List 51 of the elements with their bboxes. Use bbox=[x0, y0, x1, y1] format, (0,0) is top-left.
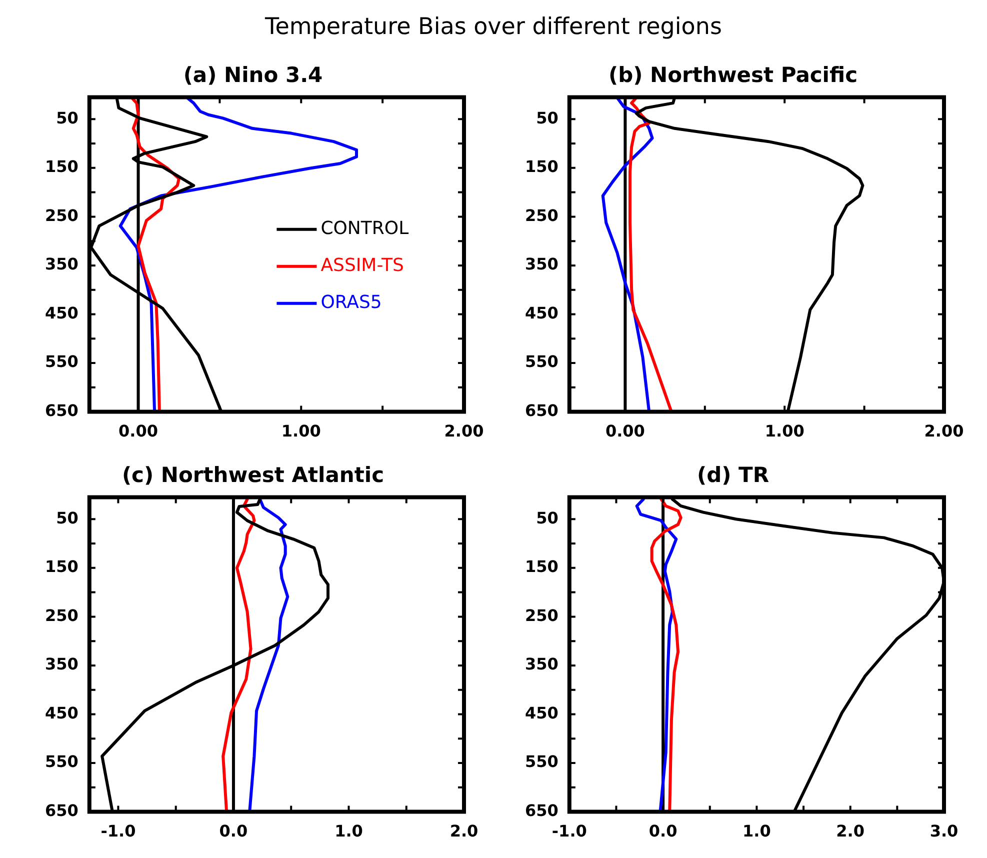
y-tick-label: 650 bbox=[524, 400, 558, 420]
y-tick-label: 550 bbox=[524, 352, 558, 372]
y-tick-label: 250 bbox=[524, 206, 558, 225]
y-tick-label: 650 bbox=[44, 800, 78, 820]
y-tick-label: 350 bbox=[524, 654, 558, 674]
chart-title: (b) Northwest Pacific bbox=[608, 63, 858, 88]
y-tick-label: 50 bbox=[536, 508, 558, 528]
y-tick-label: 650 bbox=[44, 400, 78, 420]
y-tick-label: 350 bbox=[44, 254, 78, 274]
legend-label: ASSIM-TS bbox=[320, 255, 404, 276]
y-tick-label: 250 bbox=[524, 606, 558, 625]
y-tick-label: 550 bbox=[524, 752, 558, 772]
legend-label: CONTROL bbox=[320, 218, 409, 240]
chart-title: (a) Nino 3.4 bbox=[183, 63, 323, 88]
y-tick-label: 250 bbox=[44, 206, 78, 225]
y-tick-label: 150 bbox=[44, 557, 78, 576]
x-tick-label: 0.0 bbox=[648, 822, 678, 841]
legend-label: ORAS5 bbox=[320, 292, 382, 314]
y-tick-label: 650 bbox=[524, 800, 558, 820]
x-tick-label: -1.0 bbox=[100, 822, 136, 841]
text: Temperature Bias over different regions bbox=[265, 14, 722, 40]
y-tick-label: 550 bbox=[44, 352, 78, 372]
y-tick-label: 450 bbox=[44, 303, 78, 322]
y-tick-label: 150 bbox=[524, 157, 558, 176]
x-tick-label: 1.0 bbox=[742, 822, 771, 841]
x-tick-label: 1.00 bbox=[764, 422, 804, 441]
y-tick-label: 350 bbox=[44, 654, 78, 674]
x-tick-label: 1.00 bbox=[281, 422, 321, 441]
y-tick-label: 250 bbox=[44, 606, 78, 625]
chart-title: (c) Northwest Atlantic bbox=[122, 463, 384, 488]
x-tick-label: 2.00 bbox=[444, 422, 484, 441]
x-tick-label: 2.0 bbox=[836, 822, 865, 841]
y-tick-label: 450 bbox=[524, 303, 558, 322]
y-tick-label: 50 bbox=[536, 108, 558, 128]
y-tick-label: 150 bbox=[44, 157, 78, 176]
y-tick-label: 50 bbox=[56, 108, 78, 128]
x-tick-label: 2.0 bbox=[450, 822, 478, 841]
y-tick-label: 450 bbox=[44, 703, 78, 722]
x-tick-label: 0.0 bbox=[219, 822, 248, 841]
y-tick-label: 550 bbox=[44, 752, 78, 772]
y-tick-label: 50 bbox=[56, 508, 78, 528]
y-tick-label: 450 bbox=[524, 703, 558, 722]
chart-title: (d) TR bbox=[696, 463, 770, 488]
x-tick-label: -1.0 bbox=[552, 822, 587, 841]
y-tick-label: 350 bbox=[524, 254, 558, 274]
x-tick-label: 2.00 bbox=[924, 422, 964, 441]
x-tick-label: 1.0 bbox=[334, 822, 363, 841]
y-tick-label: 150 bbox=[524, 557, 558, 576]
x-tick-label: 3.0 bbox=[930, 822, 958, 841]
x-tick-label: 0.00 bbox=[118, 422, 158, 441]
x-tick-label: 0.00 bbox=[605, 422, 645, 441]
